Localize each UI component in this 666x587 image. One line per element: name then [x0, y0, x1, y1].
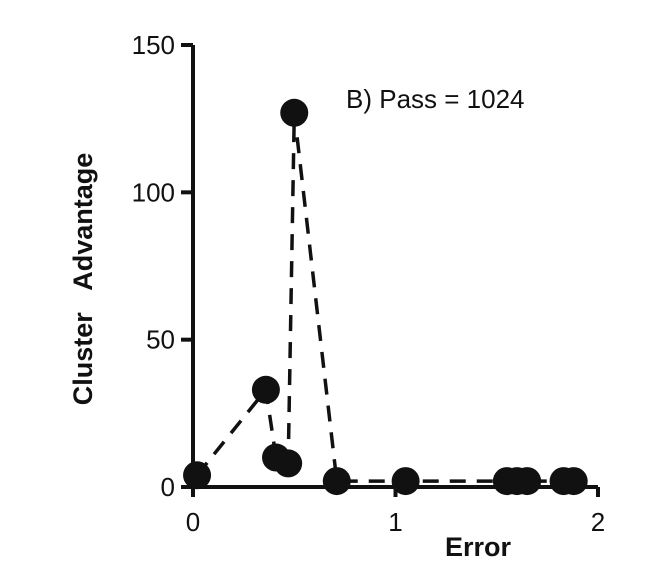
data-points [183, 98, 588, 496]
chart-annotation: B) Pass = 1024 [346, 84, 525, 114]
series-dashed-line [195, 112, 574, 483]
y-tick-label: 100 [132, 177, 175, 207]
data-point [280, 98, 309, 127]
data-point [391, 467, 420, 496]
y-tick-label: 150 [132, 30, 175, 60]
y-tick-label: 0 [161, 472, 175, 502]
x-axis-ticks: 0 1 2 [186, 487, 605, 537]
data-point [513, 467, 542, 496]
data-point [559, 467, 588, 496]
x-tick-label: 2 [591, 507, 605, 537]
y-tick-label: 50 [146, 325, 175, 355]
data-point [274, 449, 303, 478]
y-axis-label: Cluster Advantage [68, 153, 98, 406]
x-tick-label: 1 [388, 507, 402, 537]
y-axis-ticks: 0 50 100 150 [132, 30, 193, 502]
data-point [322, 467, 351, 496]
data-point [183, 461, 212, 490]
data-point [251, 375, 280, 404]
x-axis-label: Error [445, 532, 512, 562]
x-tick-label: 0 [186, 507, 200, 537]
